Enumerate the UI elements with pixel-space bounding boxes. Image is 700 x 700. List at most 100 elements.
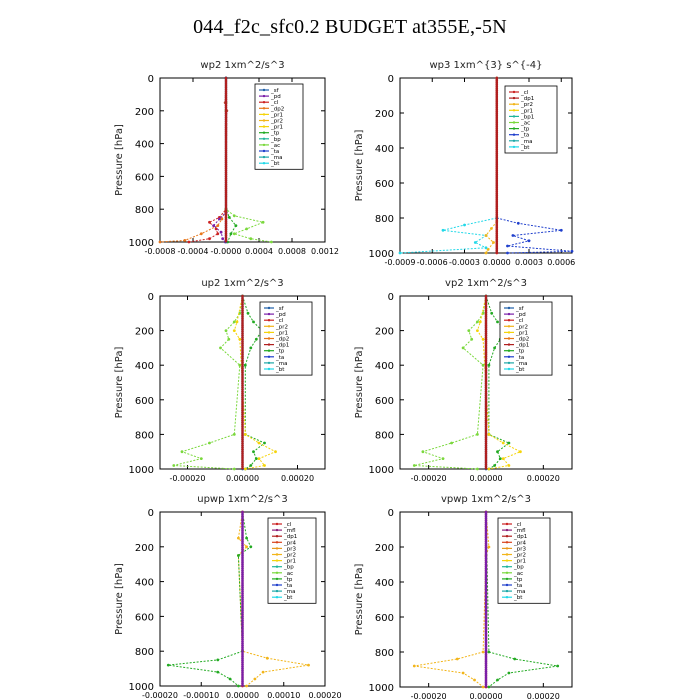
- baseline-marker: [241, 352, 244, 356]
- data-point-dp2: [216, 224, 220, 228]
- baseline-marker: [241, 340, 244, 344]
- legend-marker: [262, 113, 266, 116]
- data-point-tp: [507, 671, 511, 675]
- baseline-marker: [241, 311, 244, 314]
- data-point-pd: [212, 224, 216, 228]
- legend-label: _pr1: [513, 559, 526, 565]
- series-line-pr1: [476, 295, 522, 470]
- baseline-marker: [241, 606, 244, 610]
- data-point-dp2: [220, 217, 224, 221]
- baseline-marker: [224, 151, 228, 155]
- baseline-marker: [241, 608, 244, 612]
- baseline-marker: [484, 406, 488, 410]
- y-tick-label: 200: [375, 543, 394, 554]
- baseline-marker: [241, 406, 244, 410]
- baseline-marker: [495, 173, 499, 176]
- baseline-marker: [495, 83, 499, 86]
- baseline-marker: [495, 122, 499, 126]
- baseline-marker: [495, 244, 499, 248]
- data-point-pr1: [487, 433, 491, 436]
- data-point-pr2: [487, 545, 491, 549]
- data-point-ac: [238, 363, 242, 367]
- legend-marker: [262, 131, 266, 134]
- baseline-marker: [241, 319, 244, 323]
- baseline-marker: [241, 373, 244, 377]
- legend-label: _ta: [270, 149, 279, 155]
- x-tick-label: 0.00000: [469, 474, 502, 483]
- baseline-marker: [484, 342, 488, 346]
- data-point-tp: [490, 311, 494, 315]
- legend-marker: [507, 337, 511, 340]
- legend-label: _dp2: [515, 337, 529, 343]
- baseline-marker: [484, 682, 488, 686]
- data-point-tp: [493, 346, 496, 350]
- legend-label: _bt: [515, 367, 525, 373]
- legend-marker: [505, 583, 509, 587]
- legend-marker: [275, 583, 279, 587]
- baseline-marker: [484, 640, 488, 644]
- legend-marker: [262, 143, 266, 147]
- legend-marker: [275, 553, 279, 556]
- baseline-marker: [224, 143, 228, 147]
- legend-label: _ma: [270, 155, 282, 161]
- legend-marker: [275, 528, 279, 532]
- baseline-marker: [484, 607, 488, 610]
- baseline-marker: [224, 212, 228, 216]
- data-point-pr2: [261, 670, 265, 674]
- baseline-marker: [495, 104, 499, 107]
- baseline-marker: [484, 452, 488, 456]
- baseline-marker: [484, 603, 488, 606]
- legend-marker: [267, 367, 271, 371]
- baseline-marker: [224, 149, 228, 153]
- baseline-marker: [484, 643, 488, 646]
- baseline-marker: [224, 78, 228, 82]
- baseline-marker: [484, 619, 488, 623]
- baseline-marker: [224, 161, 228, 164]
- baseline-marker: [224, 104, 228, 107]
- baseline-marker: [241, 384, 244, 387]
- legend-marker: [262, 107, 266, 110]
- baseline-marker: [241, 442, 244, 445]
- baseline-marker: [241, 429, 244, 433]
- data-point-tp: [496, 450, 499, 454]
- legend-label: _cl: [520, 90, 529, 96]
- baseline-marker: [484, 392, 488, 395]
- legend-marker: [512, 145, 516, 149]
- baseline-marker: [241, 569, 244, 572]
- x-tick-label: 0.0008: [278, 247, 306, 256]
- legend-label: _pr2: [283, 553, 296, 559]
- baseline-marker: [224, 234, 228, 237]
- data-point-ac: [441, 457, 445, 460]
- baseline-marker: [241, 338, 244, 341]
- legend-marker: [267, 306, 271, 310]
- baseline-marker: [224, 145, 228, 149]
- baseline-marker: [484, 546, 488, 549]
- baseline-marker: [495, 164, 499, 168]
- data-point-ac: [224, 329, 228, 332]
- data-point-pr1: [478, 320, 482, 324]
- baseline-marker: [495, 101, 499, 105]
- baseline-marker: [484, 550, 488, 554]
- y-tick-label: 0: [148, 508, 154, 519]
- data-point-pd: [219, 230, 223, 234]
- y-tick-label: 800: [135, 430, 154, 441]
- baseline-marker: [241, 313, 244, 317]
- data-point-bt: [441, 228, 445, 232]
- baseline-marker: [484, 670, 488, 673]
- data-point-pr1: [507, 464, 511, 467]
- baseline-marker: [241, 367, 244, 371]
- baseline-marker: [484, 427, 488, 431]
- legend-label: _pr3: [513, 546, 527, 552]
- baseline-marker: [484, 309, 488, 312]
- legend-marker: [507, 306, 511, 310]
- legend-marker: [507, 361, 511, 365]
- data-point-tp: [498, 457, 502, 460]
- baseline-marker: [484, 529, 488, 533]
- chart-panel-1: wp2 1xm^2/s^3 Pressure [hPa] 0 200 400 600 800…: [114, 60, 339, 256]
- baseline-marker: [495, 154, 499, 157]
- legend-label: _pr1: [283, 559, 296, 565]
- data-point-ac: [481, 363, 485, 367]
- legend-label: _cl: [270, 100, 279, 106]
- baseline-marker: [224, 76, 228, 80]
- baseline-marker: [241, 450, 244, 454]
